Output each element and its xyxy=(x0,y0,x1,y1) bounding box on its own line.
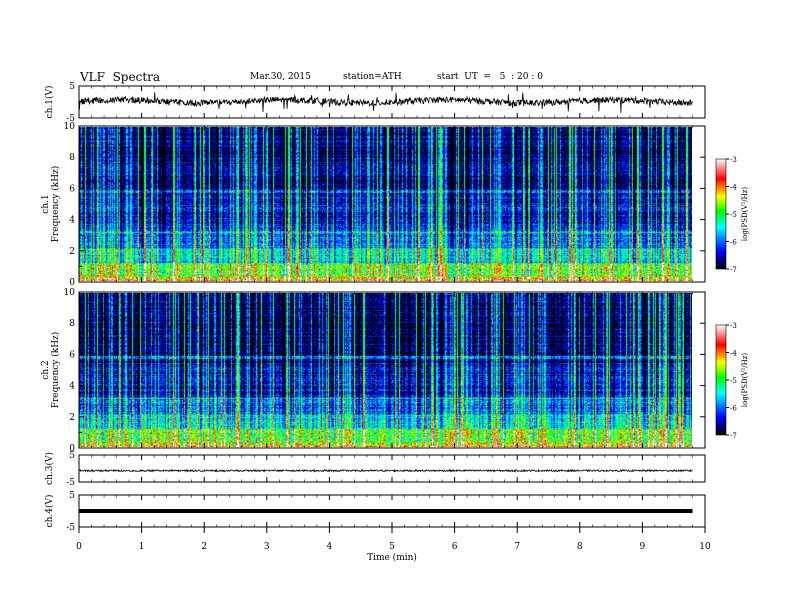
ch2spec-colorbar-tick-label: -4 xyxy=(730,350,737,358)
ch2spec-ytick-label: 6 xyxy=(69,350,75,360)
ch1spec-image xyxy=(79,127,692,281)
ch2spec-ytick-label: 0 xyxy=(69,444,75,454)
station-label: station=ATH xyxy=(343,72,402,82)
ch2spec-colorbar-tick-label: -3 xyxy=(730,322,737,330)
ch1spec-colorbar-tick-label: -3 xyxy=(730,156,737,164)
chart-title: VLF Spectra xyxy=(80,70,161,84)
ch1spec-colorbar-tick-label: -7 xyxy=(730,266,737,274)
ch1spec-ytick-label: 4 xyxy=(69,216,75,226)
ch3v-ytick-label: -5 xyxy=(66,478,75,488)
ch2spec-colorbar-tick-label: -6 xyxy=(730,405,737,413)
ch1spec-ytick-label: 2 xyxy=(69,247,75,257)
ch4v-ytick-label: -5 xyxy=(66,523,75,533)
ch1spec-ytick-label: 6 xyxy=(69,184,75,194)
date-label: Mar.30, 2015 xyxy=(250,72,311,82)
ch1v-ytick-label: 5 xyxy=(69,82,75,92)
ch2spec-colorbar-tick-label: -7 xyxy=(730,432,737,440)
ch3v-ytick-label: 5 xyxy=(69,451,75,461)
x-axis-label: Time (min) xyxy=(367,552,417,563)
x-tick-label: 9 xyxy=(640,542,646,552)
ch1spec-colorbar-label: log(PSD(V²/Hz) xyxy=(741,187,749,242)
ch1spec-colorbar xyxy=(715,158,727,270)
x-tick-label: 1 xyxy=(139,542,145,552)
ch2spec-ytick-label: 2 xyxy=(69,413,75,423)
ch1v-ytick-label: -5 xyxy=(66,114,75,124)
ch1spec-colorbar-tick-label: -6 xyxy=(730,239,737,247)
ch4v-ytick-label: 5 xyxy=(69,491,75,501)
ch3v-trace xyxy=(78,468,693,473)
ch2spec-colorbar-label: log(PSD(V²/Hz) xyxy=(741,353,749,408)
ch1spec-ytick-label: 10 xyxy=(64,122,76,132)
ch3v-ylabel: ch.3(V) xyxy=(44,452,55,485)
ch2spec-image xyxy=(79,293,692,447)
ch2spec-channel-label: ch.2 xyxy=(41,360,51,379)
ch2spec-colorbar-tick-label: -5 xyxy=(730,377,737,385)
start-time-label: start UT = 5 : 20 : 0 xyxy=(437,72,543,82)
x-tick-label: 0 xyxy=(76,542,82,552)
ch1v-ylabel: ch.1(V) xyxy=(44,86,55,119)
x-tick-label: 6 xyxy=(452,542,458,552)
ch2spec-ytick-label: 8 xyxy=(69,319,75,329)
ch2spec-ytick-label: 10 xyxy=(64,288,76,298)
ch1spec-colorbar-tick-label: -5 xyxy=(730,211,737,219)
x-tick-label: 10 xyxy=(699,542,711,552)
x-tick-label: 8 xyxy=(577,542,583,552)
x-tick-label: 2 xyxy=(201,542,207,552)
x-tick-label: 7 xyxy=(514,542,520,552)
ch1spec-ytick-label: 8 xyxy=(69,153,75,163)
x-tick-label: 5 xyxy=(389,542,395,552)
ch4v-ylabel: ch.4(V) xyxy=(44,495,55,528)
ch1spec-freq-label: Frequency (kHz) xyxy=(50,166,61,243)
x-tick-label: 4 xyxy=(327,542,333,552)
ch2spec-ytick-label: 4 xyxy=(69,382,75,392)
ch1v-trace xyxy=(78,92,693,113)
ch1spec-channel-label: ch.1 xyxy=(41,194,51,213)
ch2spec-colorbar xyxy=(715,324,727,436)
ch2spec-freq-label: Frequency (kHz) xyxy=(50,332,61,409)
x-tick-label: 3 xyxy=(264,542,270,552)
ch1spec-ytick-label: 0 xyxy=(69,278,75,288)
ch1spec-colorbar-tick-label: -4 xyxy=(730,184,737,192)
